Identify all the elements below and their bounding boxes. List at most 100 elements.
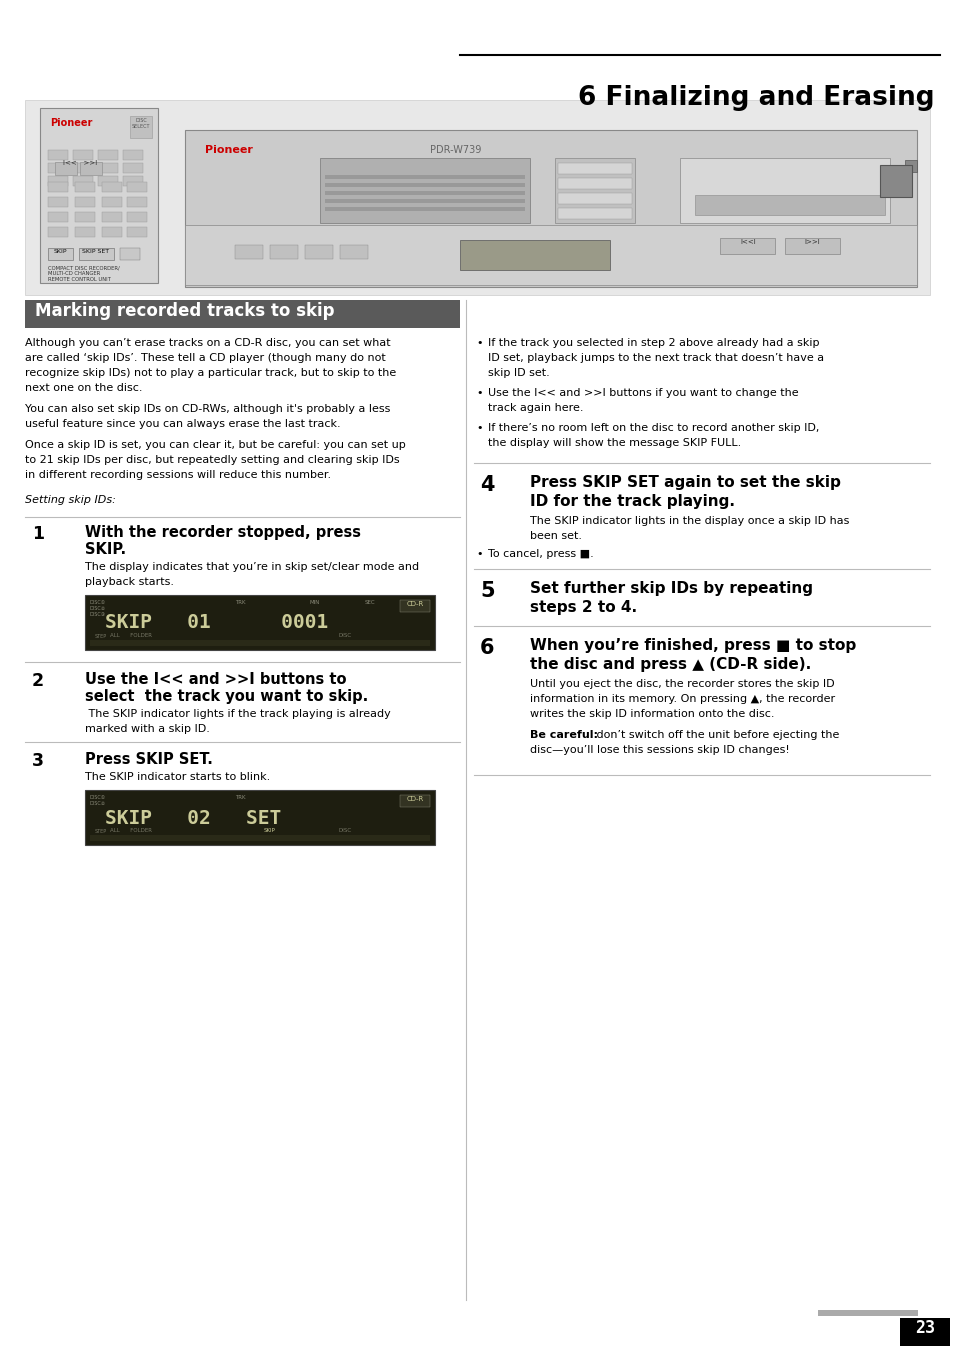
Text: The display indicates that you’re in skip set/clear mode and: The display indicates that you’re in ski…: [85, 562, 418, 572]
Bar: [127, 212, 147, 222]
Bar: [102, 226, 122, 237]
Text: 4: 4: [479, 474, 494, 495]
Bar: [127, 197, 147, 208]
Text: recognize skip IDs) not to play a particular track, but to skip to the: recognize skip IDs) not to play a partic…: [25, 368, 395, 377]
Text: SKIP SET: SKIP SET: [82, 249, 110, 253]
Bar: [102, 197, 122, 208]
Text: When you’re finished, press ■ to stop: When you’re finished, press ■ to stop: [530, 638, 856, 652]
Text: I<<I: I<<I: [740, 239, 755, 245]
Text: The SKIP indicator starts to blink.: The SKIP indicator starts to blink.: [85, 772, 270, 782]
Bar: [102, 212, 122, 222]
Bar: [48, 182, 68, 191]
Bar: [98, 163, 118, 173]
Text: DISC: DISC: [338, 828, 352, 833]
Bar: [79, 248, 113, 260]
Text: playback starts.: playback starts.: [85, 577, 173, 586]
Text: Use the I<< and >>I buttons to: Use the I<< and >>I buttons to: [85, 673, 346, 687]
Text: marked with a skip ID.: marked with a skip ID.: [85, 724, 210, 735]
Text: 5: 5: [479, 581, 494, 601]
Text: to 21 skip IDs per disc, but repeatedly setting and clearing skip IDs: to 21 skip IDs per disc, but repeatedly …: [25, 456, 399, 465]
Bar: [784, 239, 840, 253]
Bar: [120, 248, 140, 260]
Text: next one on the disc.: next one on the disc.: [25, 383, 142, 394]
Text: skip ID set.: skip ID set.: [488, 368, 549, 377]
Bar: [720, 239, 774, 253]
Text: I>>I: I>>I: [803, 239, 819, 245]
Bar: [85, 594, 435, 650]
Text: Use the I<< and >>I buttons if you want to change the: Use the I<< and >>I buttons if you want …: [488, 388, 798, 398]
Bar: [85, 790, 435, 845]
Text: I<<   >>I: I<< >>I: [63, 160, 97, 166]
Bar: [73, 150, 92, 160]
Bar: [185, 225, 916, 284]
Bar: [904, 160, 916, 173]
Text: been set.: been set.: [530, 531, 581, 541]
Bar: [48, 177, 68, 186]
Text: If the track you selected in step 2 above already had a skip: If the track you selected in step 2 abov…: [488, 338, 819, 348]
Bar: [55, 162, 77, 175]
Bar: [325, 208, 524, 212]
Text: track again here.: track again here.: [488, 403, 583, 412]
Bar: [48, 163, 68, 173]
Bar: [48, 150, 68, 160]
Text: CD-R: CD-R: [406, 797, 423, 802]
Bar: [558, 193, 631, 204]
Bar: [558, 163, 631, 174]
Bar: [555, 158, 635, 222]
Bar: [558, 208, 631, 218]
Bar: [879, 164, 911, 197]
Text: •: •: [476, 388, 482, 398]
Text: don’t switch off the unit before ejecting the: don’t switch off the unit before ejectin…: [593, 731, 839, 740]
Bar: [25, 301, 459, 328]
Text: Pioneer: Pioneer: [50, 119, 92, 128]
Text: You can also set skip IDs on CD-RWs, although it's probably a less: You can also set skip IDs on CD-RWs, alt…: [25, 404, 390, 414]
Bar: [48, 226, 68, 237]
Text: •: •: [476, 423, 482, 433]
Text: useful feature since you can always erase the last track.: useful feature since you can always eras…: [25, 419, 340, 429]
Bar: [102, 182, 122, 191]
Text: Press SKIP SET again to set the skip: Press SKIP SET again to set the skip: [530, 474, 840, 491]
Bar: [185, 129, 916, 287]
Bar: [459, 240, 609, 270]
Text: DISC: DISC: [338, 634, 352, 638]
Bar: [75, 182, 95, 191]
Text: 3: 3: [32, 752, 44, 770]
Bar: [817, 1310, 917, 1316]
Bar: [48, 248, 73, 260]
Bar: [75, 226, 95, 237]
Bar: [80, 162, 102, 175]
Text: SKIP   02   SET: SKIP 02 SET: [105, 809, 281, 828]
Text: Set further skip IDs by repeating: Set further skip IDs by repeating: [530, 581, 812, 596]
Text: are called ‘skip IDs’. These tell a CD player (though many do not: are called ‘skip IDs’. These tell a CD p…: [25, 353, 385, 363]
Text: If there’s no room left on the disc to record another skip ID,: If there’s no room left on the disc to r…: [488, 423, 819, 433]
Bar: [325, 200, 524, 204]
Bar: [127, 226, 147, 237]
Bar: [73, 163, 92, 173]
Text: PDR-W739: PDR-W739: [430, 146, 481, 155]
Text: SKIP.: SKIP.: [85, 542, 126, 557]
Text: •: •: [476, 338, 482, 348]
Text: With the recorder stopped, press: With the recorder stopped, press: [85, 524, 360, 541]
Bar: [679, 158, 889, 222]
Text: ID for the track playing.: ID for the track playing.: [530, 493, 734, 510]
Text: Setting skip IDs:: Setting skip IDs:: [25, 495, 115, 506]
Text: Until you eject the disc, the recorder stores the skip ID: Until you eject the disc, the recorder s…: [530, 679, 834, 689]
Bar: [339, 245, 368, 259]
Text: The SKIP indicator lights if the track playing is already: The SKIP indicator lights if the track p…: [85, 709, 391, 718]
Text: Press SKIP SET.: Press SKIP SET.: [85, 752, 213, 767]
Bar: [90, 834, 430, 841]
Text: SKIP: SKIP: [264, 828, 275, 833]
Text: Marking recorded tracks to skip: Marking recorded tracks to skip: [35, 302, 335, 319]
Text: the disc and press ▲ (CD-R side).: the disc and press ▲ (CD-R side).: [530, 656, 810, 673]
Text: 2: 2: [32, 673, 44, 690]
Text: Pioneer: Pioneer: [205, 146, 253, 155]
Text: SKIP: SKIP: [53, 249, 67, 253]
Text: steps 2 to 4.: steps 2 to 4.: [530, 600, 637, 615]
Text: The SKIP indicator lights in the display once a skip ID has: The SKIP indicator lights in the display…: [530, 516, 848, 526]
Bar: [325, 183, 524, 187]
Bar: [123, 150, 143, 160]
Text: 6 Finalizing and Erasing: 6 Finalizing and Erasing: [578, 85, 934, 111]
Text: 6: 6: [479, 638, 494, 658]
Bar: [123, 163, 143, 173]
Bar: [325, 175, 524, 179]
